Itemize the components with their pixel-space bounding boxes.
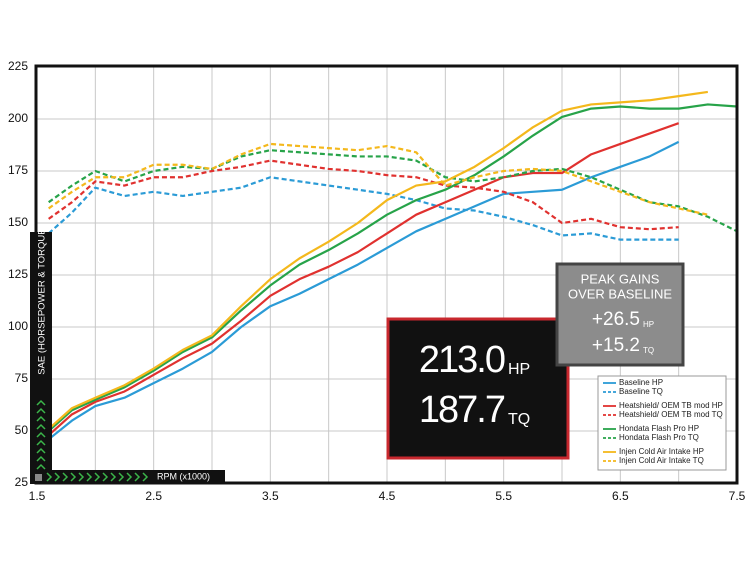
chevron — [36, 399, 46, 406]
peak-tq: 187.7 — [419, 389, 505, 431]
legend-label: Heatshield/ OEM TB mod TQ — [619, 410, 723, 419]
x-tick-label: 3.5 — [262, 489, 279, 503]
x-tick-label: 6.5 — [612, 489, 629, 503]
x-axis-label: RPM (x1000) — [157, 471, 210, 481]
x-tick-label: 5.5 — [495, 489, 512, 503]
chevron — [36, 463, 46, 470]
axis-bands — [30, 232, 225, 484]
chevron — [36, 447, 46, 454]
chevron — [36, 423, 46, 430]
y-tick-label: 150 — [8, 215, 28, 229]
y-tick-label: 125 — [8, 267, 28, 281]
x-tick-label: 7.5 — [729, 489, 746, 503]
series-line — [47, 103, 738, 432]
chevron — [78, 472, 85, 482]
ticks: 25 50 75 100 125 150 175 200 225 1.5 2.5 3.5 4.5 5.5 6… — [8, 59, 746, 503]
series-line — [48, 149, 738, 233]
y-tick-label: 100 — [8, 319, 28, 333]
gain-tq-unit: TQ — [643, 346, 654, 355]
x-tick-label: 1.5 — [29, 489, 46, 503]
chevron — [142, 472, 149, 482]
chevron — [126, 472, 133, 482]
y-tick-label: 75 — [15, 371, 29, 385]
x-tick-label: 2.5 — [145, 489, 162, 503]
chevron — [36, 407, 46, 414]
y-tick-label: 225 — [8, 59, 28, 73]
chevron — [46, 472, 53, 482]
chevron — [36, 439, 46, 446]
series-line — [47, 90, 708, 430]
peak-box — [386, 317, 570, 460]
x-tick-label: 4.5 — [379, 489, 396, 503]
series-line — [48, 142, 709, 216]
chevron — [54, 472, 61, 482]
series-line — [47, 176, 679, 241]
peak-hp: 213.0 — [419, 339, 505, 381]
y-band — [30, 232, 52, 483]
chevron — [86, 472, 93, 482]
chevron — [94, 472, 101, 482]
gain-hp: +26.5 — [592, 309, 640, 330]
gain-tq: +15.2 — [592, 335, 640, 356]
chevron — [70, 472, 77, 482]
legend-label: Baseline TQ — [619, 387, 663, 396]
y-tick-label: 50 — [15, 423, 29, 437]
gain-hp-unit: HP — [643, 320, 654, 329]
y-tick-label: 200 — [8, 111, 28, 125]
chevron — [62, 472, 69, 482]
chevron — [110, 472, 117, 482]
peak-hp-unit: HP — [508, 361, 530, 378]
chevron — [118, 472, 125, 482]
peak-tq-unit: TQ — [508, 411, 530, 428]
chevron — [102, 472, 109, 482]
series-line — [47, 122, 680, 436]
legend-label: Injen Cold Air Intake HP — [619, 447, 704, 456]
legend-label: Heatshield/ OEM TB mod HP — [619, 401, 723, 410]
y-axis-label: SAE (HORSEPOWER & TORQUE) — [37, 225, 48, 375]
legend-label: Injen Cold Air Intake TQ — [619, 456, 704, 465]
gains-title: PEAK GAINS — [581, 271, 660, 286]
y-tick-label: 25 — [15, 475, 29, 489]
legend-label: Hondata Flash Pro HP — [619, 424, 699, 433]
chevron — [134, 472, 141, 482]
chevron — [36, 431, 46, 438]
chevron — [36, 415, 46, 422]
lines — [47, 90, 738, 441]
gains-box — [555, 262, 685, 367]
legend — [597, 375, 727, 471]
chevron — [36, 455, 46, 462]
gains-title: OVER BASELINE — [568, 286, 672, 301]
series-line — [47, 140, 680, 441]
legend-label: Baseline HP — [619, 378, 663, 387]
corner — [35, 474, 42, 481]
y-tick-label: 175 — [8, 163, 28, 177]
legend-label: Hondata Flash Pro TQ — [619, 433, 699, 442]
